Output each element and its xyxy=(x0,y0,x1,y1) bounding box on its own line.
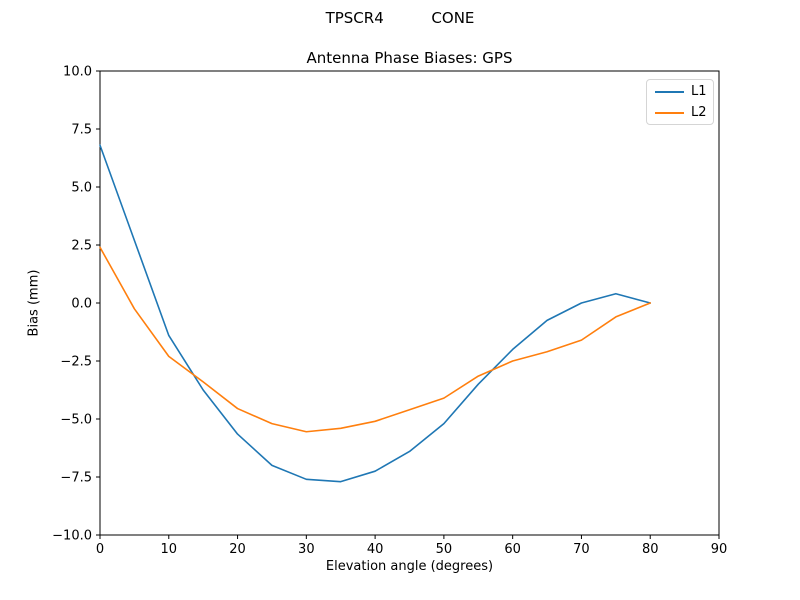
x-tick-label: 80 xyxy=(642,542,659,557)
y-tick-label: −2.5 xyxy=(60,355,92,370)
y-tick-label: −5.0 xyxy=(60,413,92,428)
legend-label-l1: L1 xyxy=(691,84,707,99)
y-tick-label: 7.5 xyxy=(71,123,92,138)
y-tick-label: 10.0 xyxy=(63,65,92,80)
y-axis-ticks: −10.0 −7.5 −5.0 −2.5 0.0 2.5 5.0 7.5 10.0 xyxy=(52,65,100,544)
figure-suptitle: TPSCR4 CONE xyxy=(325,9,475,27)
legend-line-swatch-l2 xyxy=(655,111,684,114)
x-tick-label: 70 xyxy=(573,542,590,557)
x-tick-label: 20 xyxy=(229,542,246,557)
y-tick-label: −10.0 xyxy=(52,529,92,544)
y-tick-label: −7.5 xyxy=(60,471,92,486)
x-axis-ticks: 0 10 20 30 40 50 60 70 80 90 xyxy=(96,535,727,557)
x-tick-label: 90 xyxy=(711,542,728,557)
x-tick-label: 10 xyxy=(161,542,178,557)
legend-line-swatch-l1 xyxy=(655,90,684,93)
legend: L1 L2 xyxy=(646,79,714,125)
y-axis-label: Bias (mm) xyxy=(26,269,42,337)
axes-title: Antenna Phase Biases: GPS xyxy=(306,49,513,67)
x-axis-label: Elevation angle (degrees) xyxy=(325,559,494,574)
y-tick-label: 2.5 xyxy=(71,239,92,254)
series-line-l2 xyxy=(99,246,652,433)
x-tick-label: 60 xyxy=(504,542,521,557)
legend-label-l2: L2 xyxy=(691,105,707,120)
legend-entry-l1: L1 xyxy=(647,81,713,102)
x-tick-label: 40 xyxy=(367,542,384,557)
x-tick-label: 0 xyxy=(96,542,104,557)
y-tick-label: 5.0 xyxy=(71,181,92,196)
x-tick-label: 50 xyxy=(436,542,453,557)
legend-entry-l2: L2 xyxy=(647,102,713,123)
x-tick-label: 30 xyxy=(298,542,315,557)
y-tick-label: 0.0 xyxy=(71,297,92,312)
series-line-l1 xyxy=(99,144,652,483)
plot-spines xyxy=(99,70,720,536)
